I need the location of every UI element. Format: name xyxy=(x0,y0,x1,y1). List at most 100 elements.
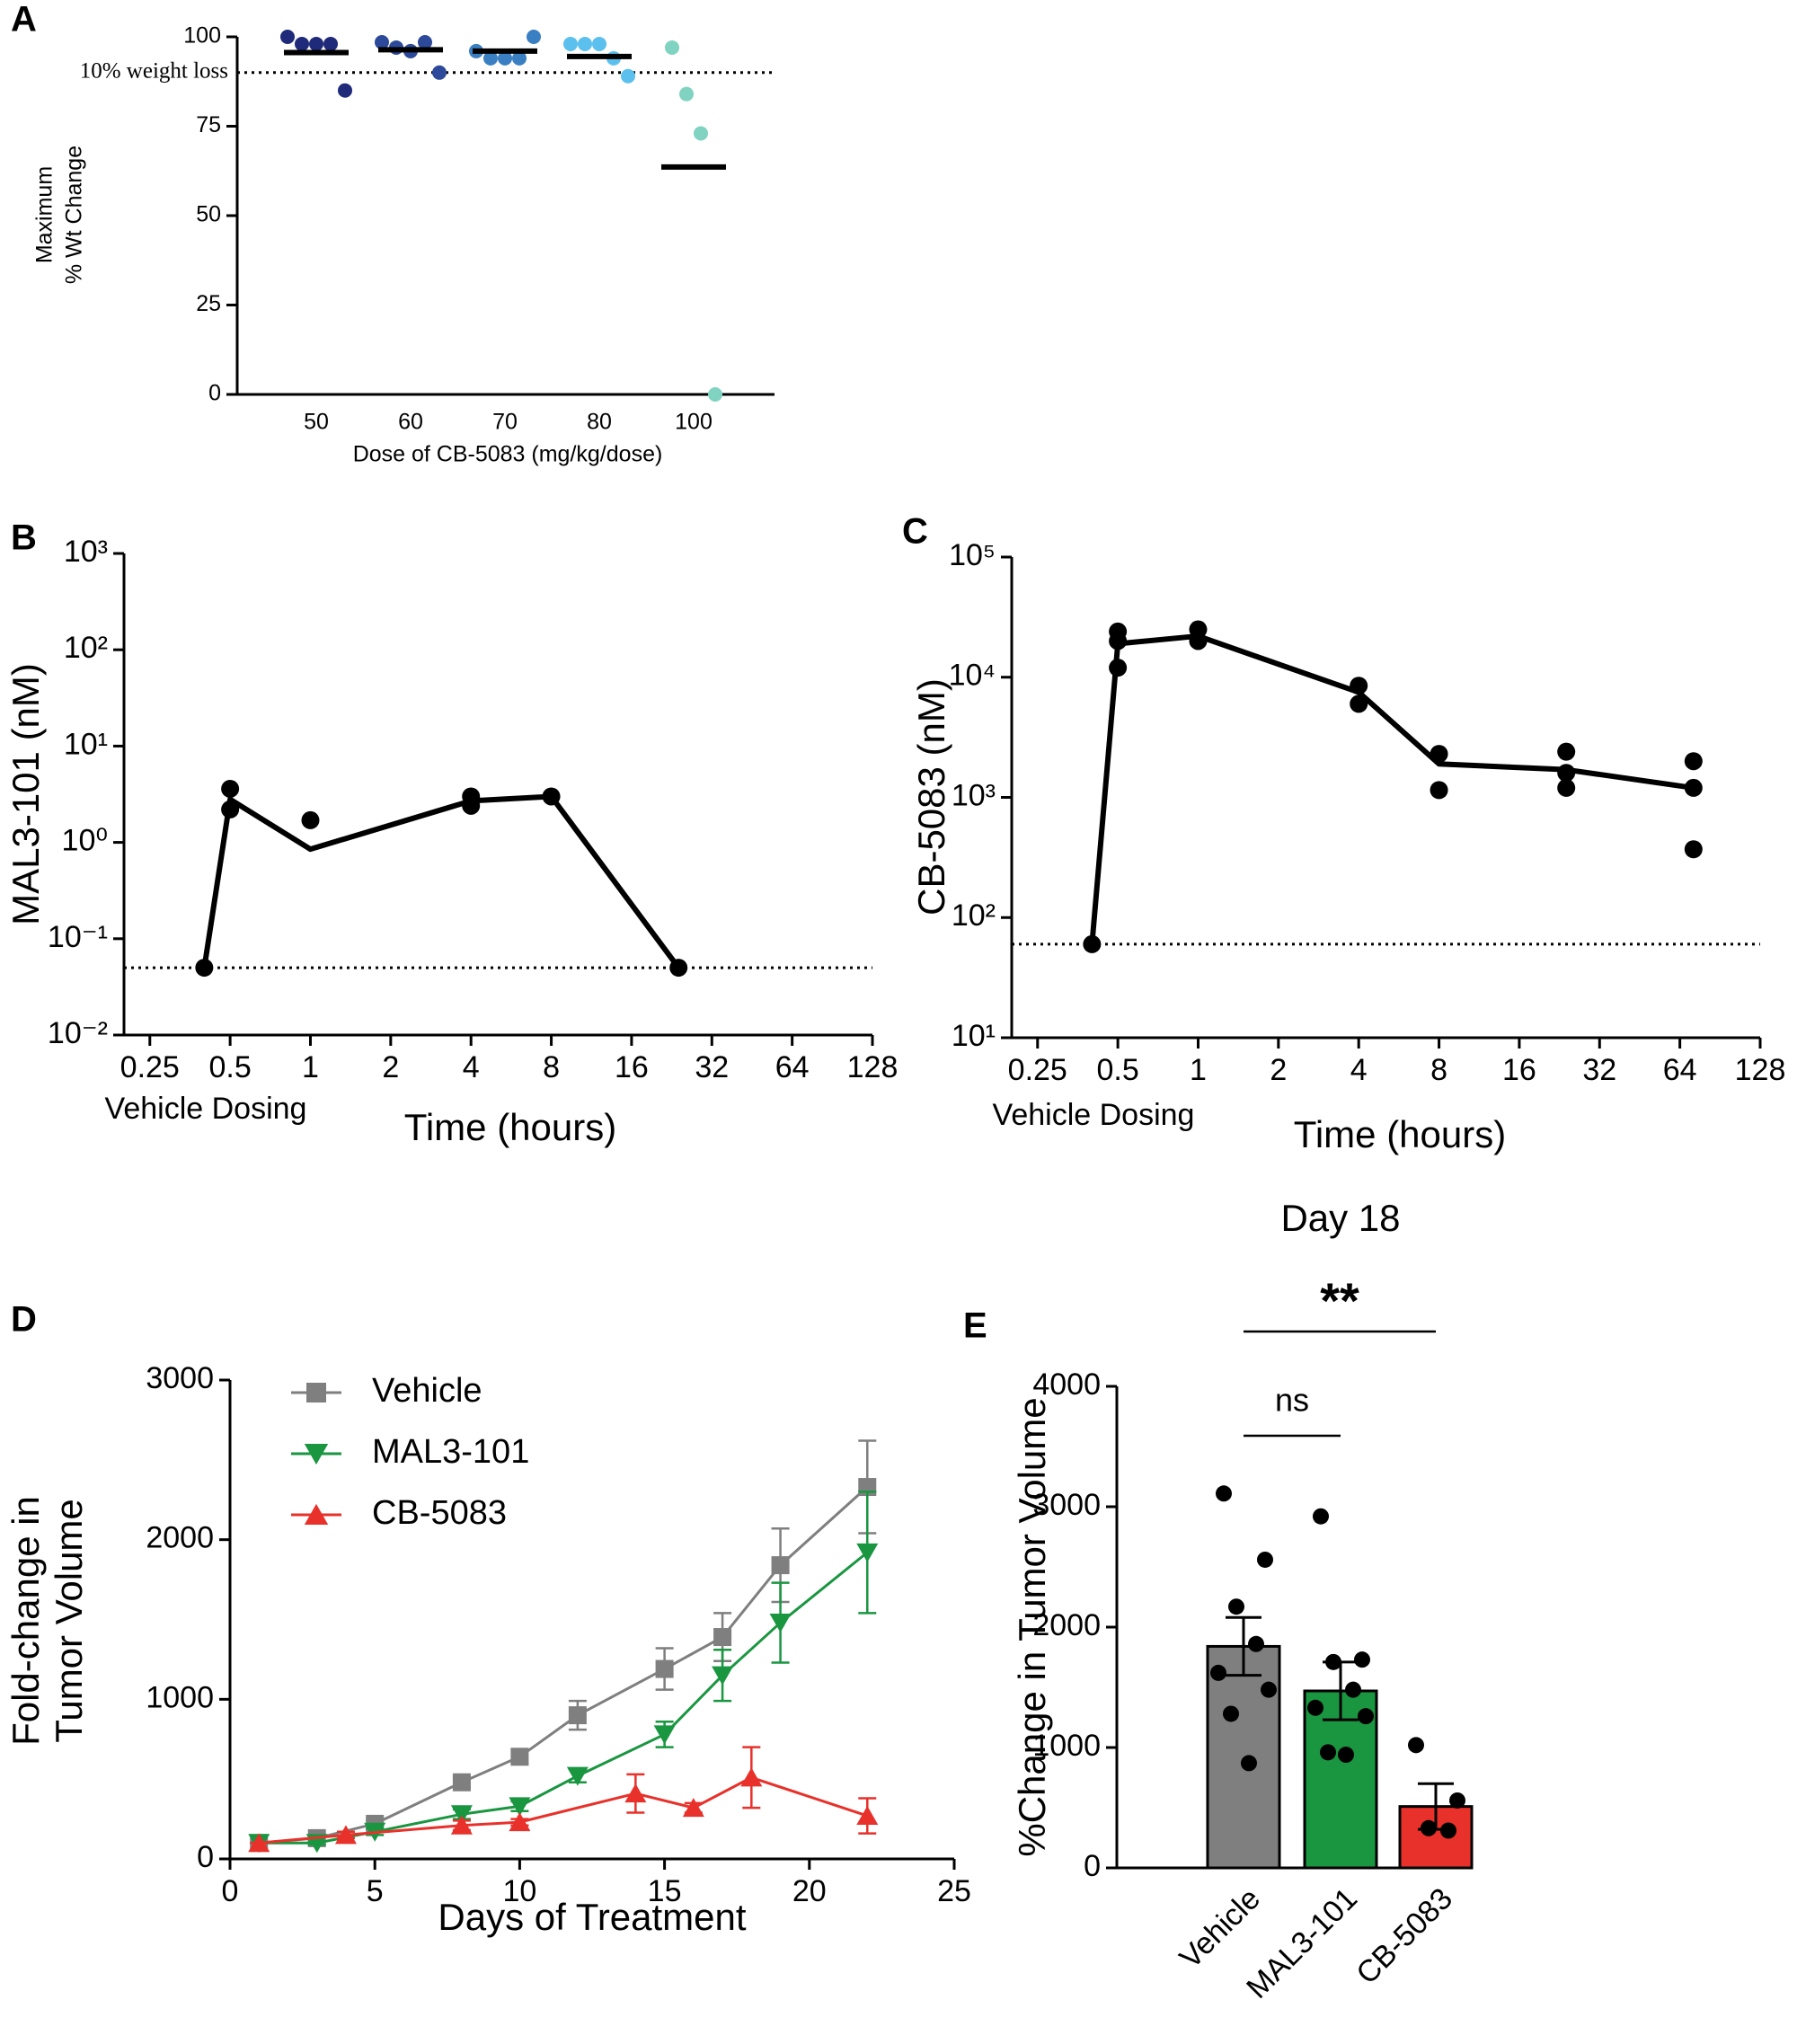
marker xyxy=(462,796,481,815)
y-tick-label: 1000 xyxy=(1032,1729,1101,1763)
dot xyxy=(1210,1664,1226,1681)
dot xyxy=(498,50,512,66)
marker xyxy=(221,800,240,818)
y-tick-label: 10² xyxy=(952,898,996,933)
dot xyxy=(1440,1822,1456,1839)
y-tick-label: 10² xyxy=(64,631,108,665)
marker xyxy=(1557,778,1576,797)
marker xyxy=(195,959,214,978)
marker xyxy=(1557,742,1576,761)
marker xyxy=(1350,695,1368,713)
panel-label: E xyxy=(963,1306,987,1346)
y-axis-title: % Wt Change xyxy=(62,146,87,284)
dot xyxy=(1228,1598,1244,1615)
panel-label: C xyxy=(902,512,928,552)
dot xyxy=(1421,1819,1437,1836)
dot xyxy=(512,50,527,66)
y-tick-label: 3000 xyxy=(1032,1488,1101,1522)
x-tick-label: 0.5 xyxy=(208,1050,251,1084)
y-axis-title: Fold-change in xyxy=(4,1496,47,1746)
marker xyxy=(856,1543,879,1562)
x-tick-label: 0.25 xyxy=(120,1050,180,1084)
dot xyxy=(1241,1755,1257,1772)
y-tick-label: 10⁴ xyxy=(949,659,996,693)
marker xyxy=(221,779,240,798)
series-line xyxy=(259,1485,869,1845)
annotation: Vehicle Dosing xyxy=(993,1098,1195,1132)
dot xyxy=(1223,1705,1239,1722)
marker xyxy=(712,1666,734,1686)
dot xyxy=(1449,1792,1465,1809)
dot xyxy=(1261,1681,1277,1698)
reference-label: 10% weight loss xyxy=(80,59,228,84)
series-line xyxy=(259,1775,868,1845)
y-axis-title: %Change in Tumor Volume xyxy=(1011,1397,1053,1856)
marker xyxy=(1350,677,1368,695)
marker xyxy=(509,1797,531,1817)
dot xyxy=(295,36,309,51)
x-tick-label: 128 xyxy=(1735,1053,1786,1087)
series-line xyxy=(201,793,681,969)
dot xyxy=(483,50,498,66)
y-tick-label: 10⁰ xyxy=(62,824,108,858)
x-axis-title: Time (hours) xyxy=(1294,1113,1506,1155)
marker xyxy=(334,1825,357,1845)
x-tick-label: 1 xyxy=(1190,1053,1207,1087)
dot xyxy=(592,36,606,51)
marker xyxy=(653,1725,676,1745)
dot xyxy=(694,126,708,141)
x-tick-label: 0 xyxy=(222,1874,239,1908)
x-tick-label: 0.25 xyxy=(1008,1053,1067,1087)
y-axis-title: Maximum xyxy=(32,166,58,263)
marker xyxy=(1557,764,1576,783)
marker xyxy=(450,1815,473,1835)
dot xyxy=(1216,1485,1232,1502)
legend-label: Vehicle xyxy=(372,1372,482,1410)
y-tick-label: 10⁻¹ xyxy=(48,920,108,954)
dot xyxy=(578,36,592,51)
marker xyxy=(771,1556,790,1575)
marker xyxy=(1684,752,1703,771)
y-axis-title: MAL3-101 (nM) xyxy=(4,663,47,925)
comparison-label: ** xyxy=(1320,1272,1359,1329)
panel-label: A xyxy=(11,0,37,40)
marker xyxy=(1083,934,1102,953)
marker xyxy=(1430,781,1448,800)
dot xyxy=(1313,1508,1329,1525)
error-bar xyxy=(1226,1615,1261,1677)
marker xyxy=(452,1773,471,1792)
marker xyxy=(1684,840,1703,859)
annotation: Vehicle Dosing xyxy=(105,1092,307,1126)
x-tick-label: 32 xyxy=(695,1050,729,1084)
x-tick-label: Vehicle xyxy=(1173,1881,1267,1975)
y-tick-label: 50 xyxy=(196,202,221,227)
dot xyxy=(1320,1744,1336,1761)
x-tick-label: 2 xyxy=(382,1050,399,1084)
y-tick-label: 25 xyxy=(196,291,221,316)
dot xyxy=(1325,1653,1341,1670)
y-axis-title: CB-5083 (nM) xyxy=(910,678,952,916)
marker xyxy=(450,1805,473,1825)
y-tick-label: 100 xyxy=(183,23,221,49)
marker xyxy=(568,1706,587,1725)
legend-marker xyxy=(304,1503,329,1525)
dot xyxy=(1354,1651,1370,1668)
legend-marker xyxy=(306,1383,326,1402)
marker xyxy=(682,1798,704,1818)
dot xyxy=(665,40,679,55)
x-tick-label: 5 xyxy=(367,1874,384,1908)
y-tick-label: 1000 xyxy=(146,1680,214,1714)
series-line xyxy=(259,1551,869,1845)
x-tick-label: 8 xyxy=(543,1050,560,1084)
marker xyxy=(248,1833,270,1853)
dot xyxy=(418,34,432,49)
y-tick-label: 10¹ xyxy=(952,1019,996,1053)
series-line xyxy=(1089,633,1695,945)
x-tick-label: 10 xyxy=(502,1874,536,1908)
x-tick-label: 8 xyxy=(1430,1053,1447,1087)
marker xyxy=(1684,778,1703,797)
legend-label: CB-5083 xyxy=(372,1494,507,1532)
x-tick-label: 50 xyxy=(304,410,329,435)
dot xyxy=(280,30,295,44)
